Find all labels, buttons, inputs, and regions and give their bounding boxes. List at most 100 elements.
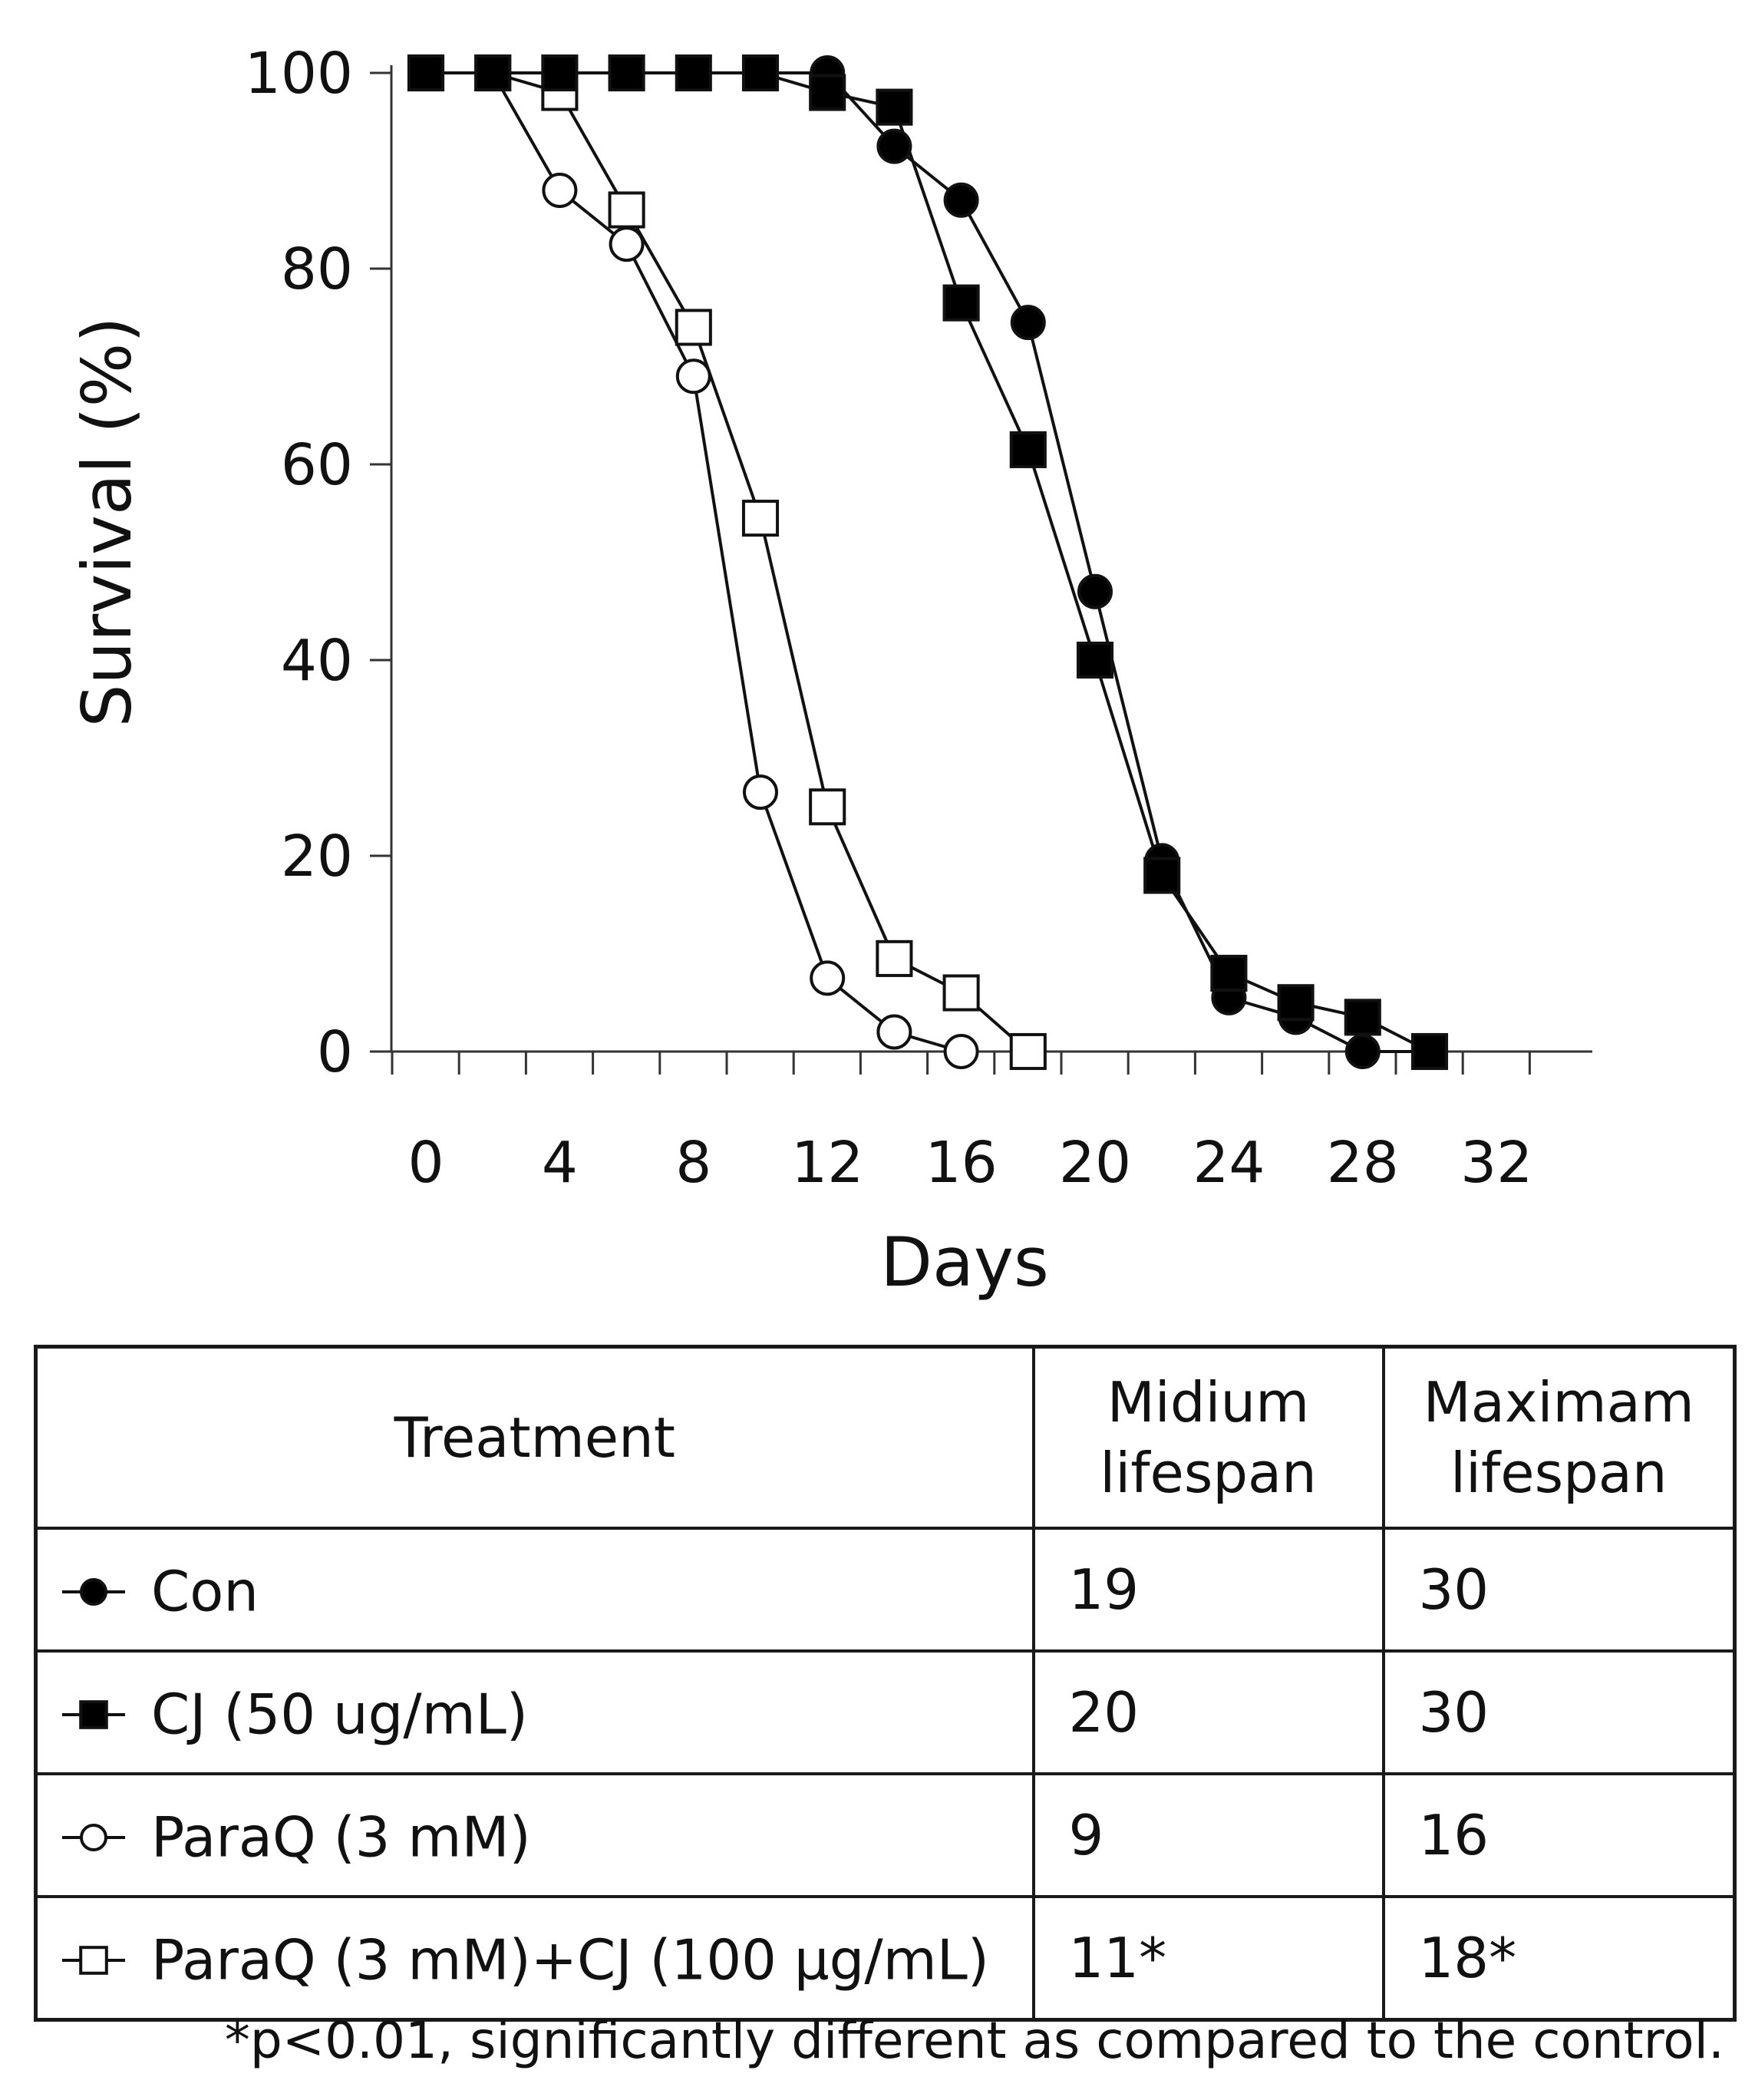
legend-open-circle-icon <box>59 1805 128 1870</box>
y-tick-label: 80 <box>281 236 353 302</box>
data-point-filled-circle <box>1344 1034 1381 1069</box>
header-max-line2: lifespan <box>1450 1441 1668 1505</box>
data-point-filled-circle <box>1077 573 1113 609</box>
data-point-filled-square <box>1009 431 1047 468</box>
data-point-filled-square <box>675 54 712 92</box>
median-lifespan-cell: 9 <box>1031 1772 1385 1898</box>
y-tick-label: 40 <box>281 628 353 694</box>
data-point-filled-square <box>1076 641 1114 679</box>
data-point-filled-square <box>474 54 512 92</box>
treatment-label: Con <box>151 1559 259 1624</box>
x-tick-label: 20 <box>1059 1130 1131 1196</box>
series-line-filled-circle <box>426 71 1430 1053</box>
data-point-open-square <box>809 788 846 826</box>
data-point-open-circle <box>609 226 645 262</box>
data-point-filled-square <box>1410 1032 1449 1071</box>
data-point-filled-square <box>1143 857 1181 894</box>
data-point-filled-circle <box>943 182 979 218</box>
max-lifespan-cell: 30 <box>1381 1649 1737 1775</box>
x-tick-label: 28 <box>1327 1130 1399 1196</box>
y-tick-label: 0 <box>317 1019 353 1085</box>
legend-marker <box>80 1577 107 1606</box>
header-median-line1: Midium <box>1107 1370 1310 1435</box>
legend-glyph-svg <box>62 1577 125 1606</box>
chart-series-markers <box>407 54 1449 1071</box>
data-point-open-square <box>1009 1032 1047 1071</box>
data-point-open-circle <box>542 173 578 208</box>
legend-filled-circle-icon <box>59 1560 128 1624</box>
table-row: ParaQ (3 mM)+CJ (100 μg/mL) 11* 18* <box>34 1895 1737 2022</box>
chart-tick-labels: 0 20 40 60 80 100 0 4 8 12 16 20 24 28 32 <box>245 41 1533 1196</box>
y-tick-label: 20 <box>281 824 353 890</box>
chart-axes <box>370 65 1592 1075</box>
data-point-open-square <box>876 939 913 977</box>
x-tick-label: 12 <box>791 1130 863 1196</box>
treatment-label: ParaQ (3 mM)+CJ (100 μg/mL) <box>151 1927 989 1993</box>
data-point-filled-square <box>1210 954 1248 992</box>
data-point-open-circle <box>810 960 846 996</box>
data-point-open-square <box>942 974 980 1012</box>
data-point-open-square <box>608 191 645 229</box>
data-point-open-square <box>675 309 712 346</box>
x-tick-label: 8 <box>675 1130 711 1196</box>
data-point-filled-circle <box>876 128 912 164</box>
legend-glyph-svg <box>62 1699 125 1729</box>
x-tick-label: 0 <box>407 1130 444 1196</box>
series-line-filled-square <box>426 71 1430 1053</box>
series-line-open-square <box>426 71 1030 1053</box>
table-row: Con 19 30 <box>34 1527 1737 1653</box>
chart-series-lines <box>426 71 1430 1053</box>
header-max-line1: Maximam <box>1423 1370 1694 1435</box>
data-point-open-square <box>741 500 780 537</box>
max-lifespan-cell: 30 <box>1381 1527 1737 1653</box>
treatment-cell: Con <box>34 1527 1035 1653</box>
data-point-filled-square <box>608 54 645 92</box>
table-row: CJ (50 ug/mL) 20 30 <box>34 1649 1737 1775</box>
data-point-open-circle <box>876 1014 912 1050</box>
data-point-filled-square <box>876 88 913 126</box>
treatment-cell: ParaQ (3 mM) <box>34 1772 1035 1898</box>
data-point-open-circle <box>675 358 711 395</box>
x-tick-label: 4 <box>542 1130 578 1196</box>
treatment-cell: CJ (50 ug/mL) <box>34 1649 1035 1775</box>
data-point-open-circle <box>943 1034 979 1069</box>
data-point-filled-circle <box>1010 305 1046 341</box>
header-median-lifespan: Midium lifespan <box>1031 1345 1385 1530</box>
treatment-label: ParaQ (3 mM) <box>151 1804 531 1870</box>
legend-glyph-svg <box>62 1823 125 1851</box>
legend-marker <box>79 1945 108 1975</box>
data-point-filled-square <box>809 74 846 111</box>
header-median-line2: lifespan <box>1100 1441 1317 1505</box>
survival-chart: 0 20 40 60 80 100 0 4 8 12 16 20 24 28 32 Days Surviva… <box>68 41 1592 1302</box>
data-point-filled-square <box>407 54 445 92</box>
x-axis-title: Days <box>880 1223 1049 1302</box>
legend-marker <box>79 1699 108 1729</box>
x-tick-label: 32 <box>1460 1130 1532 1196</box>
footnote: *p<0.01, significantly different as comp… <box>224 2011 1724 2070</box>
table-row: ParaQ (3 mM) 9 16 <box>34 1772 1737 1898</box>
legend-open-square-icon <box>59 1928 128 1993</box>
series-line-open-circle <box>426 71 962 1053</box>
header-max-lifespan: Maximam lifespan <box>1381 1345 1737 1530</box>
max-lifespan-cell: 16 <box>1381 1772 1737 1898</box>
data-point-open-circle <box>743 774 778 811</box>
treatment-cell: ParaQ (3 mM)+CJ (100 μg/mL) <box>34 1895 1035 2022</box>
data-point-filled-square <box>1277 984 1315 1022</box>
table-header-row: Treatment Midium lifespan Maximam lifesp… <box>34 1345 1737 1530</box>
data-point-filled-square <box>741 54 780 92</box>
max-lifespan-cell: 18* <box>1381 1895 1737 2022</box>
lifespan-table: Treatment Midium lifespan Maximam lifesp… <box>34 1345 1737 2022</box>
median-lifespan-cell: 11* <box>1031 1895 1385 2022</box>
legend-marker <box>80 1823 107 1851</box>
treatment-label: CJ (50 ug/mL) <box>151 1682 528 1747</box>
header-treatment: Treatment <box>34 1345 1035 1530</box>
data-point-filled-square <box>1344 999 1381 1036</box>
y-axis-title: Survival (%) <box>68 316 147 727</box>
median-lifespan-cell: 20 <box>1031 1649 1385 1775</box>
data-point-filled-square <box>541 54 579 92</box>
legend-filled-square-icon <box>59 1682 128 1747</box>
y-tick-label: 100 <box>245 41 353 107</box>
x-tick-label: 16 <box>925 1130 998 1196</box>
x-tick-label: 24 <box>1193 1130 1265 1196</box>
legend-glyph-svg <box>62 1945 125 1975</box>
